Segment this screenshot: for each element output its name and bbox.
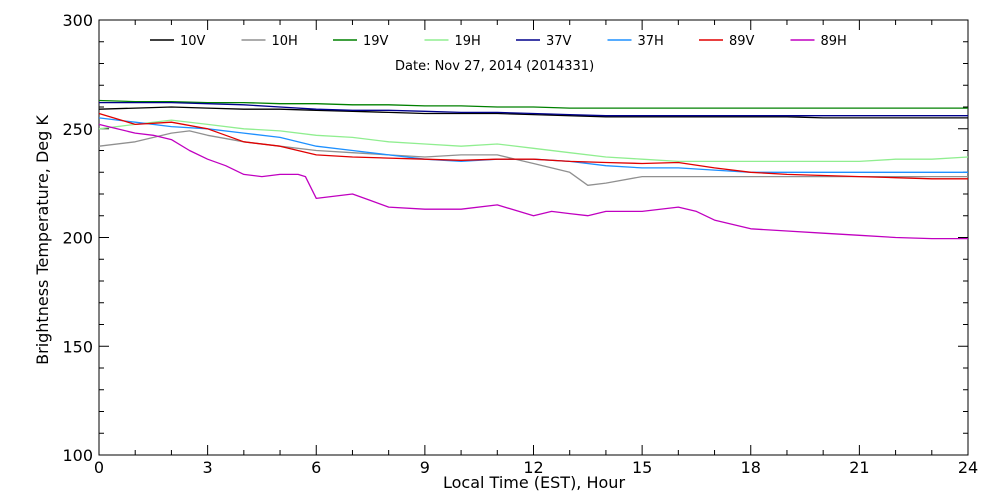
y-tick-label: 100: [62, 446, 93, 465]
x-tick-label: 12: [523, 458, 543, 477]
chart-subtitle: Date: Nov 27, 2014 (2014331): [395, 59, 594, 74]
plot-frame: [98, 19, 969, 456]
legend-label: 89V: [729, 34, 755, 49]
legend-label: 10V: [180, 34, 206, 49]
legend-label: 19V: [363, 34, 389, 49]
axis-ticks: [98, 19, 969, 456]
series-line-89v: [98, 112, 968, 180]
x-tick-label: 6: [311, 458, 321, 477]
y-tick-label: 200: [62, 229, 93, 248]
legend-label: 37H: [638, 34, 664, 49]
y-tick-label: 250: [62, 120, 93, 139]
series-line-19h: [98, 119, 969, 163]
series-lines: [98, 99, 969, 240]
x-tick-label: 18: [741, 458, 761, 477]
x-tick-label: 15: [632, 458, 652, 477]
series-line-37v: [99, 101, 968, 117]
series-line-10h: [98, 130, 968, 186]
series-line-10v: [98, 106, 968, 119]
legend-label: 10H: [272, 34, 298, 49]
y-axis-title: Brightness Temperature, Deg K: [33, 115, 52, 365]
axis-tick-labels: 0 3 6 9 12 15 18 21 24 100 150 200 250 300: [62, 11, 978, 477]
x-tick-label: 0: [94, 458, 104, 477]
legend: 10V 10H 19V 19H 37V 37H 89V 89H: [150, 34, 847, 49]
x-tick-label: 24: [958, 458, 978, 477]
series-line-19v: [98, 99, 968, 109]
legend-label: 19H: [455, 34, 481, 49]
x-tick-label: 9: [420, 458, 430, 477]
series-line-89h: [98, 123, 968, 240]
y-tick-label: 150: [62, 337, 93, 356]
y-tick-label: 300: [62, 11, 93, 30]
legend-label: 37V: [546, 34, 572, 49]
legend-label: 89H: [821, 34, 847, 49]
x-tick-label: 3: [203, 458, 213, 477]
x-axis-title: Local Time (EST), Hour: [443, 473, 625, 492]
x-tick-label: 21: [849, 458, 869, 477]
